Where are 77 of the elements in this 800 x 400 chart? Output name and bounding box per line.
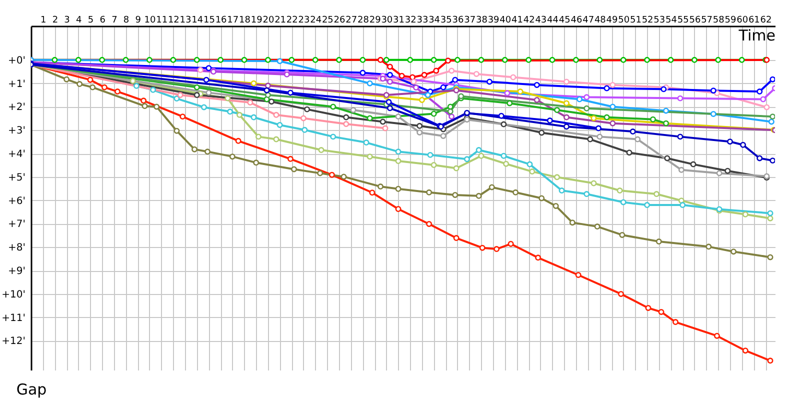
x-tick-label: 32 (404, 16, 416, 26)
y-tick-label: +3' (8, 126, 26, 137)
x-tick-label: 62 (760, 16, 772, 26)
y-tick-label: +12' (2, 336, 26, 348)
x-tick-label: 20 (262, 16, 274, 26)
x-tick-label: 53 (654, 16, 666, 26)
x-tick-label: 29 (369, 16, 382, 26)
x-tick-label: 41 (512, 16, 523, 26)
x-tick-label: 33 (416, 16, 428, 26)
x-tick-label: 49 (606, 16, 618, 26)
x-tick-label: 2 (52, 16, 58, 26)
x-axis-title: Time (738, 26, 776, 44)
x-tick-label: 43 (535, 16, 547, 26)
x-tick-label: 9 (135, 16, 142, 26)
x-tick-label: 44 (547, 16, 559, 26)
x-tick-label: 16 (215, 16, 228, 26)
y-tick-label: +11' (2, 312, 26, 324)
x-tick-label: 40 (500, 16, 512, 26)
y-tick-label: +6' (8, 196, 26, 207)
y-tick-label: +8' (8, 242, 26, 254)
x-tick-label: 55 (677, 16, 689, 26)
x-tick-label: 6 (100, 16, 106, 26)
x-tick-label: 21 (274, 16, 286, 26)
y-tick-label: +1' (8, 78, 26, 90)
x-tick-label: 17 (227, 16, 239, 26)
x-tick-label: 4 (76, 16, 82, 26)
x-tick-label: 10 (144, 16, 156, 26)
x-tick-label: 5 (88, 16, 94, 26)
x-tick-label: 57 (701, 16, 713, 26)
x-tick-label: 61 (748, 16, 760, 26)
x-tick-label: 34 (428, 16, 440, 26)
x-tick-label: 24 (310, 16, 322, 26)
x-tick-label: 31 (393, 16, 404, 26)
y-tick-label: +5' (8, 172, 26, 184)
x-tick-label: 26 (334, 16, 346, 26)
x-tick-label: 7 (112, 16, 118, 26)
x-tick-label: 3 (64, 16, 70, 26)
x-tick-label: 54 (666, 16, 678, 26)
x-tick-label: 58 (712, 16, 725, 26)
x-tick-label: 22 (286, 16, 298, 26)
x-tick-label: 52 (642, 16, 654, 26)
x-tick-label: 38 (476, 16, 488, 26)
x-tick-label: 30 (381, 16, 393, 26)
x-tick-label: 13 (180, 16, 192, 26)
x-tick-label: 27 (346, 16, 358, 26)
y-tick-label: +7' (8, 219, 26, 230)
x-tick-label: 28 (357, 16, 370, 26)
x-tick-label: 50 (618, 16, 630, 26)
x-tick-label: 35 (440, 16, 452, 26)
y-tick-label: +9' (8, 266, 26, 278)
x-tick-label: 36 (452, 16, 464, 26)
x-tick-label: 18 (239, 16, 251, 26)
y-axis-title: Gap (16, 380, 47, 398)
x-tick-label: 12 (168, 16, 180, 26)
x-tick-label: 15 (203, 16, 215, 26)
x-tick-label: 25 (322, 16, 334, 26)
x-tick-label: 42 (523, 16, 535, 26)
x-tick-label: 51 (630, 16, 642, 26)
x-tick-label: 19 (250, 16, 263, 26)
x-tick-label: 1 (40, 16, 46, 26)
x-tick-label: 37 (464, 16, 476, 26)
y-tick-label: +4' (8, 149, 26, 160)
x-tick-label: 46 (570, 16, 582, 26)
x-tick-label: 60 (736, 16, 748, 26)
x-tick-label: 56 (689, 16, 701, 26)
x-tick-label: 47 (582, 16, 594, 26)
y-tick-label: +0' (8, 55, 26, 66)
y-tick-label: +10' (2, 289, 26, 300)
x-tick-label: 39 (488, 16, 500, 26)
x-tick-label: 23 (298, 16, 310, 26)
y-tick-label: +2' (8, 102, 26, 114)
x-tick-label: 11 (156, 16, 168, 26)
x-tick-label: 45 (558, 16, 570, 26)
x-tick-label: 8 (123, 16, 130, 26)
x-tick-label: 48 (594, 16, 606, 26)
x-tick-label: 59 (724, 16, 736, 26)
x-tick-label: 14 (192, 16, 204, 26)
